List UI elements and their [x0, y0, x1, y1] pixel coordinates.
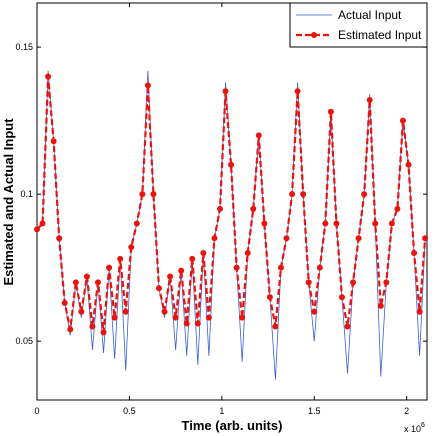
series-marker [272, 323, 279, 330]
series-marker [83, 273, 90, 280]
series-marker [72, 279, 79, 286]
series-marker [372, 220, 379, 227]
series-marker [167, 273, 174, 280]
y-tick-label: 0.1 [20, 189, 33, 199]
series-marker [289, 191, 296, 198]
series-marker [228, 161, 235, 168]
series-marker [383, 279, 390, 286]
series-marker [327, 108, 334, 115]
series-marker [350, 279, 357, 286]
x-multiplier-exponent: 6 [421, 422, 425, 429]
series-marker [355, 235, 362, 242]
series-marker [144, 82, 151, 89]
series-marker [211, 235, 218, 242]
series-marker [194, 320, 201, 327]
series-marker [394, 205, 401, 212]
series-marker [61, 299, 68, 306]
series-marker [122, 308, 129, 315]
series-marker [305, 279, 312, 286]
series-marker [178, 267, 185, 274]
series-marker [56, 235, 63, 242]
x-axis-label: Time (arb. units) [182, 418, 283, 433]
series-marker [300, 191, 307, 198]
x-tick-label: 0.5 [123, 406, 136, 416]
series-marker [100, 329, 107, 336]
y-axis-label: Estimated and Actual Input [1, 118, 16, 286]
series-marker [239, 314, 246, 321]
legend: Actual Input Estimated Input [289, 2, 428, 48]
series-marker [183, 320, 190, 327]
legend-label: Estimated Input [338, 28, 422, 42]
x-multiplier-base: x 10 [404, 424, 421, 434]
series-marker [333, 220, 340, 227]
series-marker [189, 255, 196, 262]
series-marker [411, 249, 418, 256]
series-marker [366, 97, 373, 104]
series-marker [261, 220, 268, 227]
series-marker [216, 205, 223, 212]
series-marker [45, 73, 52, 80]
series-marker [161, 308, 168, 315]
plot-frame [36, 2, 428, 401]
series-marker [250, 205, 257, 212]
x-tick-label: 2 [404, 406, 409, 416]
x-multiplier: x 106 [404, 422, 425, 434]
series-marker [338, 294, 345, 301]
series-marker [106, 264, 113, 271]
series-marker [344, 323, 351, 330]
series-marker [89, 323, 96, 330]
series-marker [388, 220, 395, 227]
series-line [36, 76, 427, 333]
series-marker [78, 308, 85, 315]
legend-label: Actual Input [338, 8, 402, 22]
series-marker [416, 308, 423, 315]
series-marker [128, 244, 135, 251]
series-marker [200, 249, 207, 256]
series-marker [172, 314, 179, 321]
series-marker [39, 220, 46, 227]
x-tick-label: 1.5 [308, 406, 321, 416]
series-marker [155, 285, 162, 292]
series-marker [316, 264, 323, 271]
series-marker [222, 88, 229, 95]
series-marker [399, 117, 406, 124]
series-marker [277, 264, 284, 271]
series-marker [266, 294, 273, 301]
series-marker [361, 191, 368, 198]
series-marker [150, 191, 157, 198]
series-marker [283, 235, 290, 242]
legend-marker [311, 32, 317, 38]
series-marker [377, 302, 384, 309]
x-tick-label: 0 [34, 406, 39, 416]
series-marker [255, 132, 262, 139]
series-marker [94, 279, 101, 286]
series-marker [117, 255, 124, 262]
series-marker [233, 264, 240, 271]
series-marker [67, 326, 74, 333]
series-marker [133, 220, 140, 227]
y-tick-label: 0.15 [15, 42, 33, 52]
series-marker [322, 220, 329, 227]
series-marker [139, 191, 146, 198]
series-marker [111, 314, 118, 321]
series-marker [405, 161, 412, 168]
series-marker [50, 138, 57, 145]
series-marker [311, 308, 318, 315]
series-marker [422, 235, 429, 242]
series-marker [205, 314, 212, 321]
series-marker [294, 88, 301, 95]
y-tick-label: 0.05 [15, 336, 33, 346]
legend-box [289, 2, 428, 48]
x-tick-label: 1 [219, 406, 224, 416]
series-marker [34, 226, 40, 233]
series-marker [244, 249, 251, 256]
